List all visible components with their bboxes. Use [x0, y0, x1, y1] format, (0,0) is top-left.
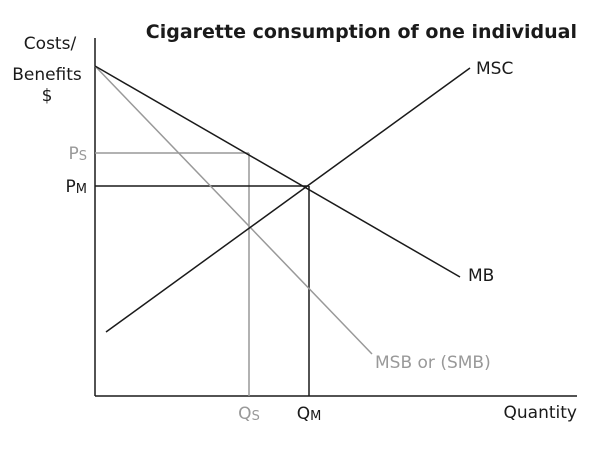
mb-curve — [94, 65, 461, 278]
pm-label: PM — [66, 177, 87, 197]
msc-curve — [105, 67, 471, 333]
ps-label: PS — [68, 144, 87, 164]
diagram-title: Cigarette consumption of one individual — [146, 21, 577, 43]
pm-label-main: P — [66, 177, 76, 197]
qm-label: QM — [297, 404, 322, 424]
msb-label: MSB or (SMB) — [375, 353, 491, 373]
qs-label: QS — [238, 404, 260, 424]
y-axis-label-line3: $ — [42, 86, 53, 106]
pm-label-sub: M — [76, 182, 87, 197]
qs-label-main: Q — [238, 404, 251, 424]
mb-label: MB — [468, 266, 494, 286]
y-axis-label-line1: Costs/ — [24, 34, 77, 54]
qm-label-sub: M — [310, 409, 321, 424]
ps-label-sub: S — [79, 149, 87, 164]
ps-label-main: P — [68, 144, 78, 164]
y-axis-label-line2: Benefits — [12, 65, 82, 85]
qs-label-sub: S — [252, 409, 260, 424]
msc-label: MSC — [476, 59, 513, 79]
qm-label-main: Q — [297, 404, 310, 424]
msb-curve — [94, 65, 373, 355]
x-axis-label: Quantity — [504, 403, 577, 423]
